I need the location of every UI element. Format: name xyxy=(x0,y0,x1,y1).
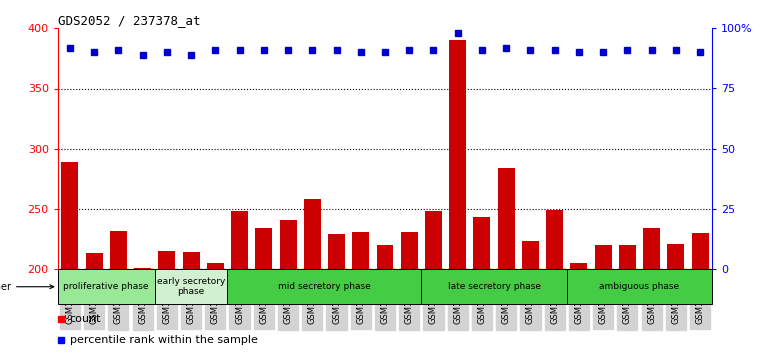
Bar xyxy=(567,269,712,304)
Bar xyxy=(182,252,199,269)
Text: GDS2052 / 237378_at: GDS2052 / 237378_at xyxy=(58,14,200,27)
Bar xyxy=(594,245,611,269)
Bar xyxy=(449,40,466,269)
Bar xyxy=(353,232,370,269)
Text: percentile rank within the sample: percentile rank within the sample xyxy=(69,335,257,345)
Bar xyxy=(62,162,79,269)
Bar xyxy=(227,269,421,304)
Bar xyxy=(155,269,227,304)
Bar xyxy=(421,269,567,304)
Bar xyxy=(134,268,151,269)
Text: mid secretory phase: mid secretory phase xyxy=(278,282,371,291)
Text: late secretory phase: late secretory phase xyxy=(447,282,541,291)
Bar xyxy=(304,199,321,269)
Bar xyxy=(400,232,417,269)
Bar xyxy=(474,217,490,269)
Bar xyxy=(85,253,102,269)
Bar xyxy=(58,269,155,304)
Bar xyxy=(691,233,708,269)
Bar xyxy=(328,234,345,269)
Bar xyxy=(668,244,685,269)
Bar xyxy=(256,228,273,269)
Text: other: other xyxy=(0,282,54,292)
Bar xyxy=(207,263,224,269)
Bar xyxy=(110,230,127,269)
Bar xyxy=(425,211,442,269)
Bar xyxy=(619,245,636,269)
Bar xyxy=(377,245,393,269)
Bar xyxy=(643,228,660,269)
Bar xyxy=(522,241,539,269)
Bar xyxy=(280,220,296,269)
Text: early secretory
phase: early secretory phase xyxy=(157,277,226,296)
Text: count: count xyxy=(69,314,101,324)
Bar xyxy=(571,263,588,269)
Bar xyxy=(546,210,563,269)
Bar xyxy=(497,168,514,269)
Bar xyxy=(231,211,248,269)
Text: proliferative phase: proliferative phase xyxy=(63,282,149,291)
Text: ambiguous phase: ambiguous phase xyxy=(600,282,680,291)
Bar xyxy=(159,251,176,269)
